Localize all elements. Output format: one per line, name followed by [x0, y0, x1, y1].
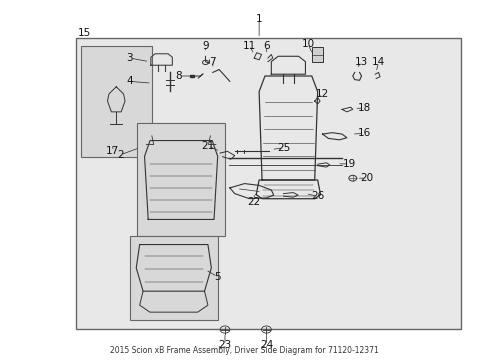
Text: 19: 19	[342, 159, 355, 169]
Text: 3: 3	[126, 53, 133, 63]
Text: 14: 14	[371, 57, 385, 67]
Text: 17: 17	[106, 146, 119, 156]
Text: 25: 25	[276, 143, 289, 153]
Text: 16: 16	[357, 129, 370, 138]
Bar	[130, 235, 217, 320]
Text: 2015 Scion xB Frame Assembly, Driver Side Diagram for 71120-12371: 2015 Scion xB Frame Assembly, Driver Sid…	[110, 346, 378, 355]
Text: 5: 5	[214, 272, 221, 282]
Text: 6: 6	[263, 41, 269, 50]
Text: 8: 8	[175, 71, 182, 81]
Text: 21: 21	[201, 141, 214, 151]
Text: 22: 22	[247, 197, 260, 207]
Text: 24: 24	[259, 340, 272, 350]
Text: 9: 9	[202, 41, 208, 50]
Bar	[311, 47, 322, 62]
Text: 4: 4	[126, 76, 133, 86]
Text: 10: 10	[301, 39, 314, 49]
Text: 20: 20	[359, 173, 372, 183]
Text: 11: 11	[242, 41, 256, 50]
Bar	[81, 45, 152, 157]
Text: 26: 26	[310, 191, 324, 201]
Text: 23: 23	[218, 340, 231, 350]
Text: 18: 18	[357, 103, 370, 113]
Text: 1: 1	[255, 14, 262, 24]
Bar	[137, 123, 224, 235]
Bar	[76, 39, 461, 329]
Text: 15: 15	[78, 28, 91, 38]
Text: 7: 7	[209, 57, 216, 67]
Text: 13: 13	[354, 57, 367, 67]
Text: 2: 2	[117, 150, 123, 160]
Text: 12: 12	[315, 89, 328, 99]
